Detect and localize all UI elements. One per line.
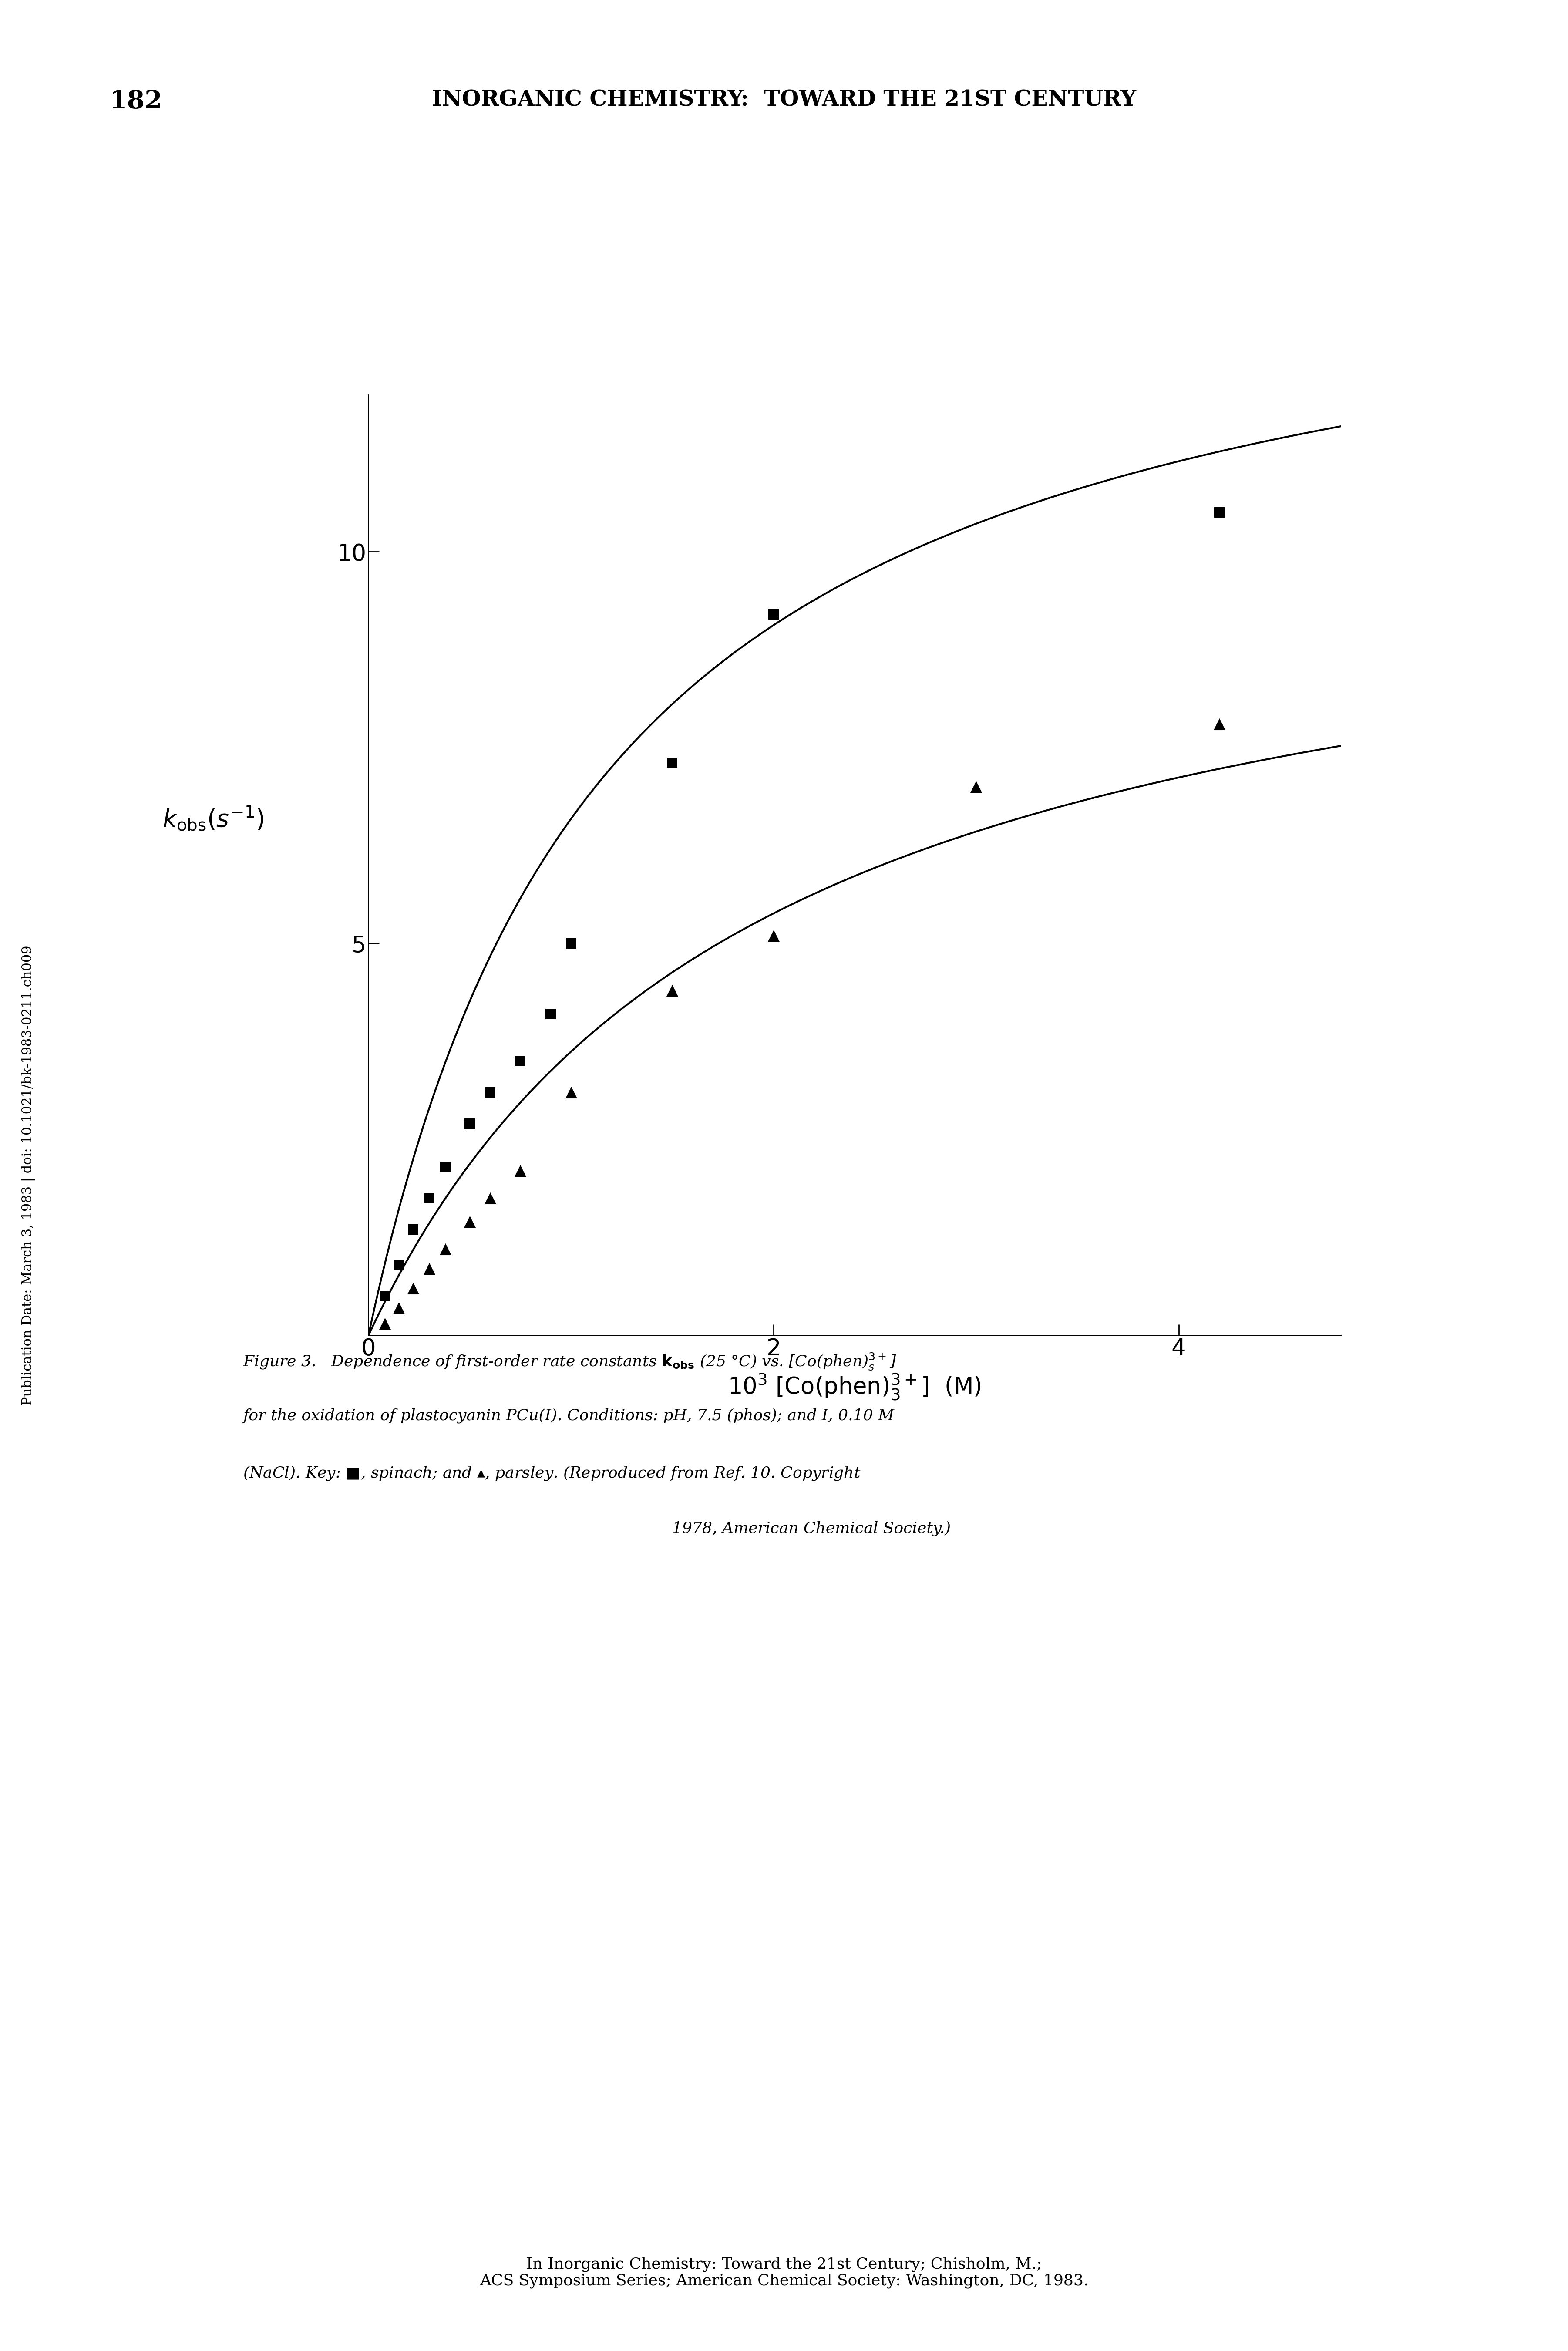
Text: for the oxidation of plastocyanin PCu(I). Conditions: pH, 7.5 (phos); and I, 0.1: for the oxidation of plastocyanin PCu(I)…	[243, 1408, 894, 1422]
Point	[400, 1270, 425, 1307]
Text: 182: 182	[110, 89, 163, 113]
Text: INORGANIC CHEMISTRY:  TOWARD THE 21ST CENTURY: INORGANIC CHEMISTRY: TOWARD THE 21ST CEN…	[431, 89, 1137, 110]
Text: ACS Symposium Series; American Chemical Society: Washington, DC, 1983.: ACS Symposium Series; American Chemical …	[480, 2273, 1088, 2288]
Point	[964, 769, 989, 806]
Point	[417, 1251, 442, 1288]
Point	[538, 994, 563, 1032]
Point	[760, 595, 786, 632]
X-axis label: $10^3$ [Co(phen)$_3^{3+}$]  (M): $10^3$ [Co(phen)$_3^{3+}$] (M)	[728, 1373, 982, 1401]
Point	[1207, 705, 1232, 743]
Point	[477, 1074, 502, 1112]
Point	[386, 1246, 411, 1284]
Point	[558, 1074, 583, 1112]
Point	[558, 924, 583, 962]
Point	[760, 917, 786, 955]
Point	[458, 1105, 483, 1143]
Text: $k_\mathrm{obs}$$(s^{-1})$: $k_\mathrm{obs}$$(s^{-1})$	[162, 804, 263, 832]
Text: (NaCl). Key: $\blacksquare$, spinach; and $\blacktriangle$, parsley. (Reproduced: (NaCl). Key: $\blacksquare$, spinach; an…	[243, 1465, 861, 1481]
Point	[458, 1204, 483, 1241]
Text: Figure 3.   Dependence of first-order rate constants $\mathbf{k_{obs}}$ (25 °C) : Figure 3. Dependence of first-order rate…	[243, 1352, 897, 1371]
Text: Publication Date: March 3, 1983 | doi: 10.1021/bk-1983-0211.ch009: Publication Date: March 3, 1983 | doi: 1…	[22, 945, 34, 1406]
Point	[372, 1277, 397, 1314]
Text: 1978, American Chemical Society.): 1978, American Chemical Society.)	[673, 1521, 950, 1535]
Point	[400, 1211, 425, 1248]
Point	[477, 1180, 502, 1218]
Text: In Inorganic Chemistry: Toward the 21st Century; Chisholm, M.;: In Inorganic Chemistry: Toward the 21st …	[527, 2257, 1041, 2271]
Point	[508, 1041, 533, 1079]
Point	[433, 1147, 458, 1185]
Point	[1207, 494, 1232, 531]
Point	[660, 745, 685, 783]
Point	[433, 1230, 458, 1267]
Point	[417, 1180, 442, 1218]
Point	[372, 1305, 397, 1342]
Point	[508, 1152, 533, 1190]
Point	[660, 971, 685, 1009]
Point	[386, 1288, 411, 1326]
